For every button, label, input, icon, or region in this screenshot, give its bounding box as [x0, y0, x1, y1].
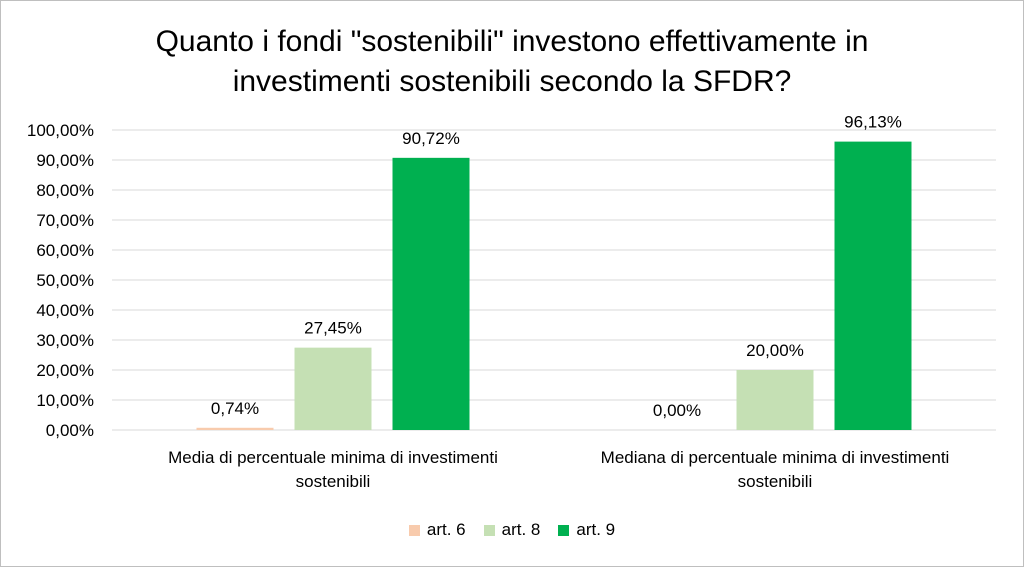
y-tick-label: 50,00% [36, 271, 94, 290]
y-tick-label: 20,00% [36, 361, 94, 380]
legend-swatch [408, 524, 420, 536]
y-tick-label: 70,00% [36, 211, 94, 230]
legend-item: art. 9 [558, 520, 615, 540]
legend-swatch [558, 524, 570, 536]
legend-label: art. 6 [426, 520, 466, 539]
y-tick-label: 100,00% [27, 121, 94, 140]
legend-label: art. 9 [576, 520, 616, 539]
data-label: 0,00% [653, 401, 701, 420]
legend-item: art. 8 [483, 520, 541, 540]
category-label: sostenibili [296, 472, 371, 491]
chart-title-line-1: Quanto i fondi "sostenibili" investono e… [155, 25, 869, 58]
legend-swatch [483, 524, 495, 536]
chart-title: Quanto i fondi "sostenibili" investono e… [0, 22, 1024, 102]
category-label: Mediana di percentuale minima di investi… [601, 448, 950, 467]
bar-art-6 [196, 427, 274, 430]
y-tick-label: 60,00% [36, 241, 94, 260]
bar-art-8 [294, 347, 372, 430]
y-tick-label: 40,00% [36, 301, 94, 320]
category-labels: Media di percentuale minima di investime… [168, 448, 949, 491]
legend: art. 6 art. 8 art. 9 [0, 520, 1024, 540]
y-tick-label: 0,00% [46, 421, 94, 440]
bar-art-9 [392, 157, 470, 430]
category-label: Media di percentuale minima di investime… [168, 448, 498, 467]
data-label: 20,00% [746, 341, 804, 360]
bars [196, 141, 912, 431]
chart-title-line-2: investimenti sostenibili secondo la SFDR… [232, 65, 792, 98]
data-label: 27,45% [304, 319, 362, 338]
bar-art-8 [736, 370, 814, 430]
data-label: 0,74% [211, 399, 259, 418]
y-tick-label: 80,00% [36, 181, 94, 200]
data-label: 96,13% [844, 113, 902, 132]
legend-item: art. 6 [408, 520, 466, 540]
legend-label: art. 8 [501, 520, 541, 539]
y-tick-label: 90,00% [36, 151, 94, 170]
category-label: sostenibili [738, 472, 813, 491]
bar-art-9 [834, 141, 912, 431]
y-tick-label: 30,00% [36, 331, 94, 350]
y-axis-ticks: 0,00% 10,00% 20,00% 30,00% 40,00% 50,00% 60,00… [27, 121, 94, 440]
data-label: 90,72% [402, 129, 460, 148]
y-tick-label: 10,00% [36, 391, 94, 410]
data-labels: 0,74% 27,45% 90,72% 0,00% 20,00% 96,13% [211, 113, 902, 420]
